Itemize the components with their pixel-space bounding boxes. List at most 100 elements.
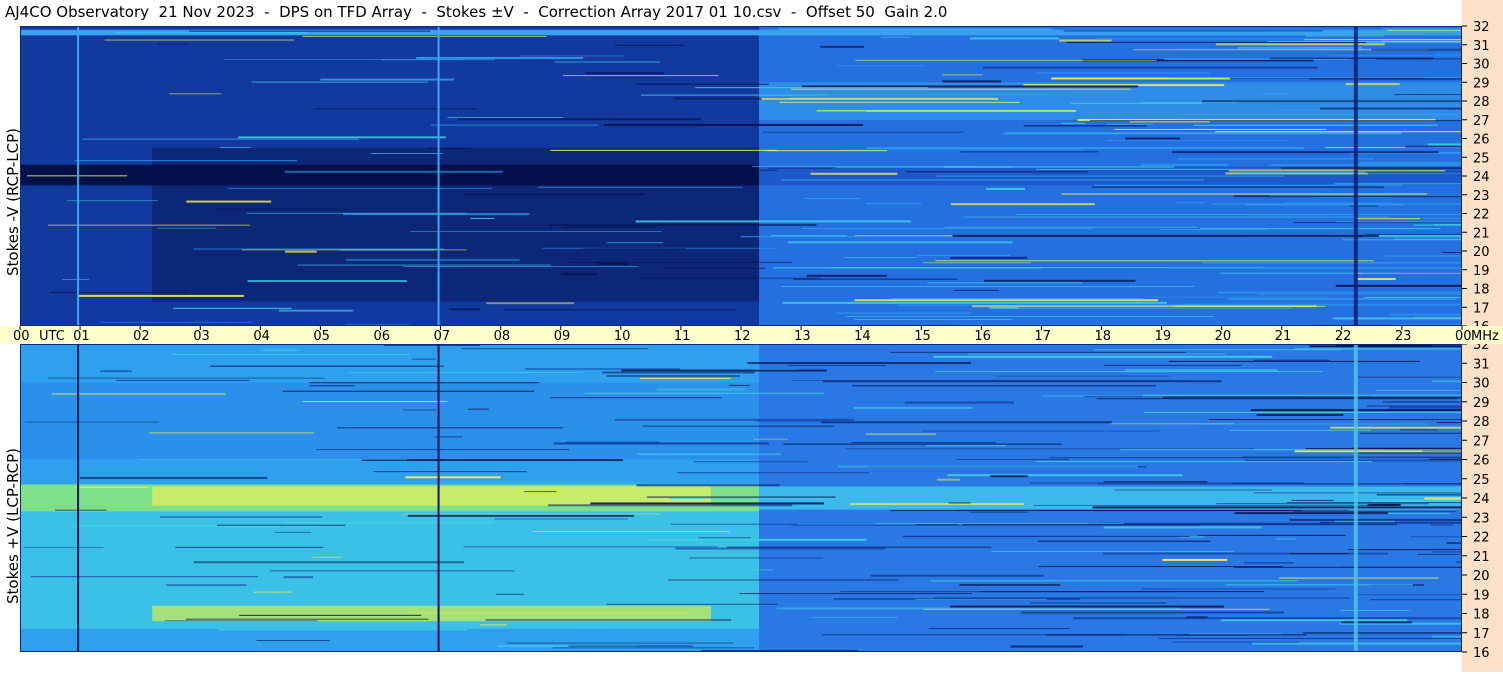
heatmap-frame bbox=[20, 344, 1462, 652]
heatmap-streak bbox=[1434, 53, 1462, 55]
heatmap-streak bbox=[1357, 594, 1462, 596]
heatmap-streak bbox=[790, 88, 1131, 90]
heatmap-streak bbox=[282, 390, 535, 392]
heatmap-streak bbox=[1208, 419, 1462, 421]
heatmap-streak bbox=[1253, 492, 1462, 494]
heatmap-streak bbox=[1094, 184, 1403, 186]
heatmap-streak bbox=[424, 372, 531, 374]
heatmap-streak bbox=[836, 312, 971, 315]
heatmap-streak bbox=[1385, 255, 1462, 258]
heatmap-streak bbox=[830, 267, 1263, 269]
heatmap-streak bbox=[1432, 448, 1462, 450]
time-tick-label: 11 bbox=[674, 329, 691, 344]
heatmap-streak bbox=[1381, 40, 1462, 42]
heatmap-streak bbox=[1242, 456, 1462, 458]
heatmap-streak bbox=[689, 557, 824, 559]
freq-tick-label: 22 bbox=[1473, 531, 1490, 546]
heatmap-streak bbox=[1389, 406, 1462, 409]
heatmap-streak bbox=[840, 149, 1084, 151]
heatmap-streak bbox=[1269, 194, 1462, 196]
heatmap-streak bbox=[157, 227, 217, 229]
heatmap-streak bbox=[1114, 489, 1272, 491]
heatmap-streak bbox=[1293, 222, 1462, 224]
heatmap-streak bbox=[917, 254, 1010, 256]
heatmap-streak bbox=[969, 511, 1029, 513]
heatmap-streak bbox=[1141, 588, 1336, 590]
heatmap-streak bbox=[1102, 552, 1388, 555]
heatmap-streak bbox=[216, 524, 346, 526]
heatmap-streak bbox=[416, 56, 584, 59]
heatmap-streak bbox=[1200, 228, 1441, 230]
heatmap-streak bbox=[1175, 202, 1206, 204]
heatmap-streak bbox=[956, 509, 1349, 511]
heatmap-streak bbox=[881, 36, 911, 38]
heatmap-streak bbox=[409, 230, 662, 232]
heatmap-streak bbox=[960, 151, 1099, 153]
time-tick-label: 10 bbox=[614, 329, 631, 344]
heatmap-streak bbox=[923, 262, 1032, 264]
heatmap-streak bbox=[1339, 622, 1462, 625]
heatmap-streak bbox=[821, 421, 1112, 424]
heatmap-streak bbox=[1193, 124, 1438, 126]
heatmap-streak bbox=[137, 458, 407, 460]
heatmap-streak bbox=[361, 459, 623, 462]
heatmap-streak bbox=[1096, 398, 1458, 400]
heatmap-streak bbox=[1362, 512, 1450, 514]
heatmap-streak bbox=[1142, 394, 1462, 397]
heatmap-streak bbox=[447, 117, 564, 119]
heatmap-streak bbox=[1335, 284, 1462, 287]
heatmap-streak bbox=[497, 645, 637, 648]
heatmap-streak bbox=[1033, 504, 1388, 506]
heatmap-streak bbox=[467, 408, 489, 410]
heatmap-streak bbox=[1061, 122, 1086, 124]
heatmap-streak bbox=[621, 369, 827, 372]
heatmap-streak bbox=[428, 147, 471, 149]
heatmap-streak bbox=[1144, 411, 1462, 413]
heatmap-streak bbox=[77, 294, 244, 297]
heatmap-streak bbox=[1273, 109, 1447, 111]
heatmap-streak bbox=[956, 458, 1069, 460]
heatmap-streak bbox=[164, 620, 318, 622]
heatmap-streak bbox=[646, 496, 836, 498]
heatmap-streak bbox=[169, 93, 222, 95]
heatmap-streak bbox=[316, 449, 570, 451]
heatmap-streak bbox=[695, 87, 928, 89]
heatmap-streak bbox=[772, 267, 1042, 269]
heatmap-streak bbox=[1046, 634, 1307, 636]
heatmap-streak bbox=[1372, 500, 1462, 503]
heatmap-streak bbox=[568, 261, 793, 263]
time-tick-label: 18 bbox=[1095, 329, 1112, 344]
heatmap-streak bbox=[875, 522, 1125, 524]
heatmap-streak bbox=[1366, 405, 1462, 407]
heatmap-streak bbox=[55, 509, 107, 511]
time-tick-label: 19 bbox=[1155, 329, 1172, 344]
heatmap-streak bbox=[822, 634, 1126, 636]
heatmap-streak bbox=[1413, 224, 1462, 226]
heatmap-streak bbox=[537, 186, 743, 188]
heatmap-streak bbox=[1106, 139, 1288, 141]
heatmap-streak bbox=[463, 546, 718, 548]
heatmap-streak bbox=[75, 486, 149, 488]
heatmap-streak bbox=[337, 427, 564, 429]
heatmap-streak bbox=[984, 279, 1136, 282]
heatmap-streak bbox=[1169, 266, 1462, 269]
heatmap-streak bbox=[1234, 195, 1462, 198]
heatmap-streak bbox=[1029, 602, 1167, 604]
heatmap-streak bbox=[1294, 450, 1462, 453]
heatmap-streak bbox=[269, 570, 515, 572]
heatmap-streak bbox=[639, 377, 732, 379]
chart-title: AJ4CO Observatory 21 Nov 2023 - DPS on T… bbox=[5, 3, 948, 21]
heatmap-streak bbox=[1092, 37, 1320, 40]
heatmap-streak bbox=[519, 55, 625, 57]
heatmap-streak bbox=[1365, 171, 1462, 173]
heatmap-streak bbox=[693, 461, 808, 463]
heatmap-streak bbox=[1431, 551, 1462, 553]
heatmap-streak bbox=[1305, 448, 1462, 450]
heatmap-streak bbox=[1218, 291, 1462, 294]
spectrogram-lower-plot bbox=[20, 344, 1462, 652]
heatmap-streak bbox=[1216, 503, 1430, 505]
heatmap-streak bbox=[835, 166, 1012, 168]
heatmap-streak bbox=[921, 31, 1267, 33]
heatmap-region-upper bbox=[20, 382, 760, 460]
heatmap-streak bbox=[1289, 518, 1462, 521]
